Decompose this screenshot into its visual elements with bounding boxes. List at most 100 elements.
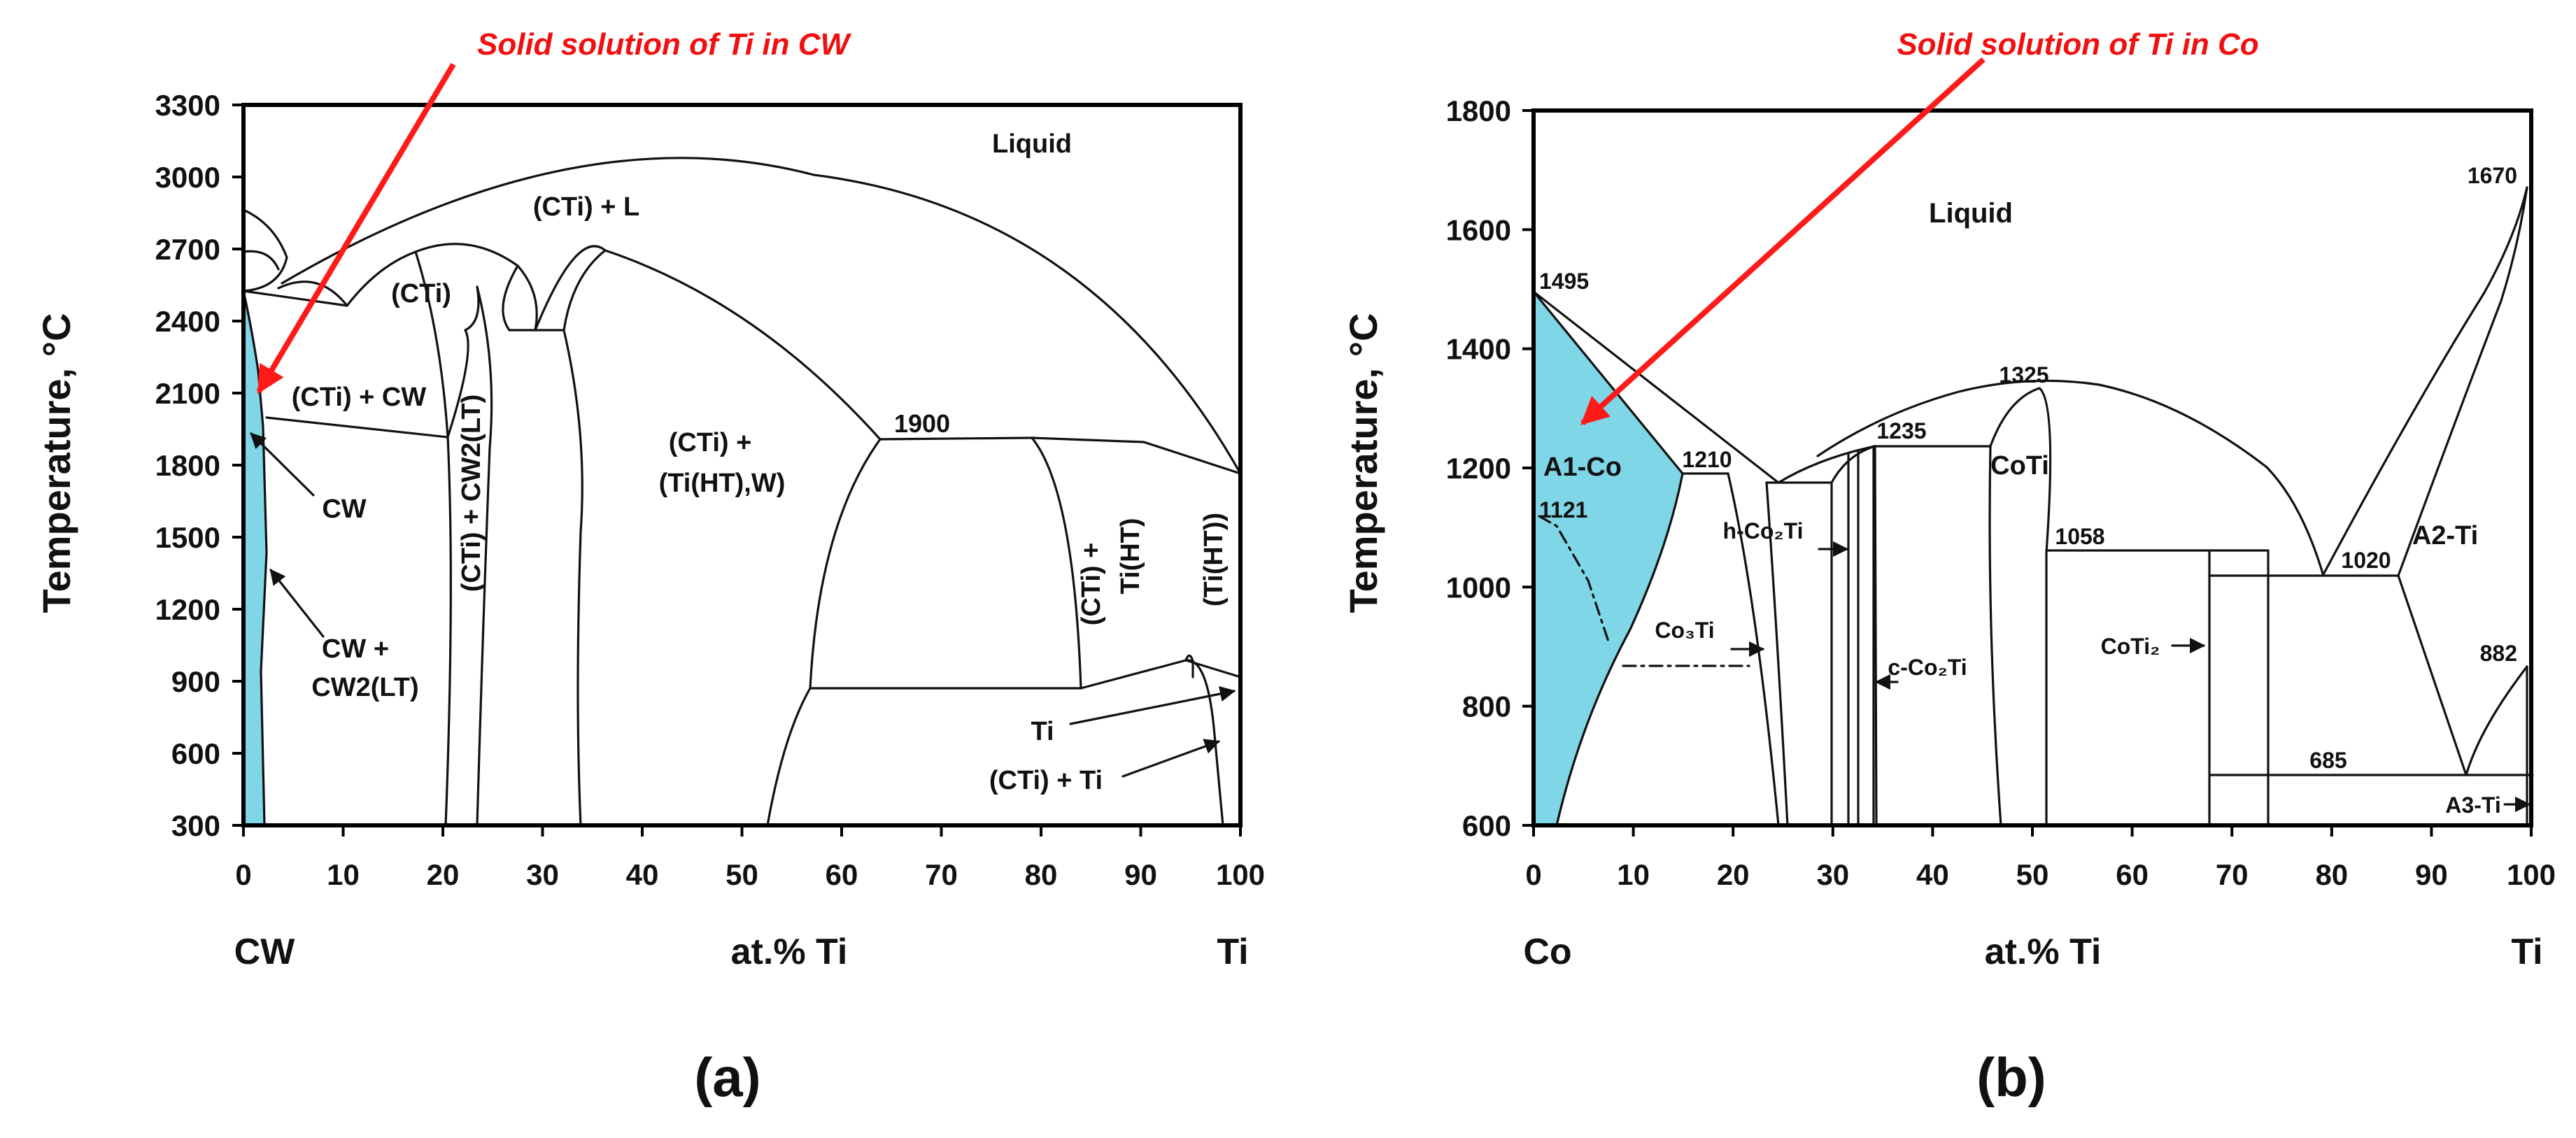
label-mid-line1: (CTi) + [669,428,752,457]
x-unit-label-b: at.% Ti [1985,932,2102,972]
x-tick-label: 40 [626,858,659,891]
label-cti-cw2-vertical: (CTi) + CW2(LT) [457,394,486,592]
label-a3-ti: A3-Ti [2445,792,2500,818]
a1-co-solid-solution-region [1534,292,1683,825]
label-1325: 1325 [1999,362,2048,387]
x-tick-label: 90 [2415,858,2448,891]
annotation-arrow-b [1580,57,1986,425]
label-1495: 1495 [1539,269,1589,294]
label-1121: 1121 [1539,497,1587,522]
y-tick-label: 1200 [1446,452,1511,485]
x-unit-label-a: at.% Ti [731,932,848,972]
label-a2-ti: A2-Ti [2412,521,2478,550]
x-tick-label: 60 [2116,858,2149,891]
x-right-label-a: Ti [1217,932,1248,972]
arrow-cw-cw2 [269,569,325,638]
label-1020: 1020 [2341,548,2391,573]
arrow-ti [1069,685,1236,725]
arrow-cw [250,432,315,497]
y-tick-label: 1400 [1446,333,1511,366]
x-left-label-b: Co [1523,932,1571,972]
y-tick-label: 600 [1462,809,1511,842]
label-cti-l: (CTi) + L [533,192,639,222]
label-h-co2ti: h-Co₂Ti [1723,518,1804,543]
x-tick-label: 100 [1216,858,1265,891]
y-tick-label: 3000 [155,161,220,194]
label-liquid-a: Liquid [992,129,1072,159]
ticks-a: 0 10 20 30 40 50 60 70 80 90 100 300 600 900 1200 1500 1… [155,89,1265,891]
x-tick-label: 50 [2016,858,2049,891]
x-tick-label: 80 [1025,858,1058,891]
x-tick-label: 80 [2315,858,2348,891]
label-coti2: CoTi₂ [2101,634,2160,659]
x-tick-label: 30 [526,858,559,891]
x-tick-label: 0 [1525,858,1541,891]
plot-frame-a [241,103,1243,827]
label-a1-co: A1-Co [1543,453,1622,482]
label-cti-tiht-line1: (CTi) + [1077,543,1106,626]
label-mid-line2: (Ti(HT),W) [659,469,786,498]
x-tick-label: 70 [2216,858,2249,891]
label-1235: 1235 [1876,418,1926,443]
label-cti: (CTi) [391,279,451,308]
y-tick-label: 3300 [155,89,220,122]
x-tick-label: 70 [925,858,958,891]
x-tick-label: 50 [726,858,758,891]
label-co3ti: Co₃Ti [1655,618,1714,643]
label-ti: Ti [1031,717,1054,746]
label-882: 882 [2480,641,2517,666]
x-tick-label: 20 [1717,858,1750,891]
label-cw-cw2-line1: CW + [322,634,389,664]
y-axis-title-a: Temperature, °C [34,313,78,613]
panel-a-diagram: 0 10 20 30 40 50 60 70 80 90 100 300 600 900 1200 1500 1… [34,27,1265,1108]
x-right-label-b: Ti [2511,932,2542,972]
x-tick-label: 100 [2507,858,2556,891]
label-liquid-b: Liquid [1929,198,2013,229]
x-tick-label: 60 [826,858,858,891]
y-tick-label: 1000 [1446,571,1511,604]
y-tick-label: 1800 [155,449,220,482]
label-1670: 1670 [2468,163,2517,188]
y-tick-label: 1500 [155,521,220,554]
panel-label-b: (b) [1976,1046,2046,1108]
y-tick-label: 600 [171,737,220,770]
phase-boundaries-b [1532,186,2534,827]
y-tick-label: 2100 [155,377,220,410]
y-tick-label: 900 [171,665,220,698]
x-tick-label: 30 [1816,858,1849,891]
x-tick-label: 40 [1916,858,1949,891]
label-cw-cw2-line2: CW2(LT) [311,673,418,702]
label-cti-ti: (CTi) + Ti [989,766,1103,795]
label-coti: CoTi [1990,451,2049,481]
annotation-text-b: Solid solution of Ti in Co [1897,27,2258,62]
annotation-text-a: Solid solution of Ti in CW [477,27,851,62]
label-1058: 1058 [2055,524,2104,549]
x-tick-label: 90 [1124,858,1157,891]
annotation-arrow-a [256,62,456,394]
y-tick-label: 2700 [155,233,220,266]
y-tick-label: 1600 [1446,213,1511,246]
label-cw: CW [322,495,366,524]
panel-label-a: (a) [694,1046,760,1108]
label-1900: 1900 [894,409,950,438]
y-tick-label: 800 [1462,690,1511,723]
x-tick-label: 10 [327,858,360,891]
x-tick-label: 0 [235,858,251,891]
label-tiht-vertical: (Ti(HT)) [1199,513,1229,606]
y-tick-label: 1800 [1446,94,1511,127]
label-cti-cw: (CTi) + CW [292,383,427,412]
x-tick-label: 10 [1617,858,1650,891]
label-c-co2ti: c-Co₂Ti [1888,655,1967,680]
y-tick-label: 2400 [155,305,220,338]
label-685: 685 [2309,748,2347,773]
y-tick-label: 300 [171,809,220,842]
ticks-b: 0 10 20 30 40 50 60 70 80 90 100600800100012001400… [1446,94,2556,891]
label-cti-tiht-line2: Ti(HT) [1116,518,1145,594]
x-left-label-a: CW [234,932,296,972]
panel-b-diagram: 0 10 20 30 40 50 60 70 80 90 100600800100012001400… [1341,27,2556,1108]
y-axis-title-b: Temperature, °C [1341,313,1385,613]
label-1210: 1210 [1682,447,1732,472]
x-tick-label: 20 [427,858,460,891]
y-tick-label: 1200 [155,593,220,626]
